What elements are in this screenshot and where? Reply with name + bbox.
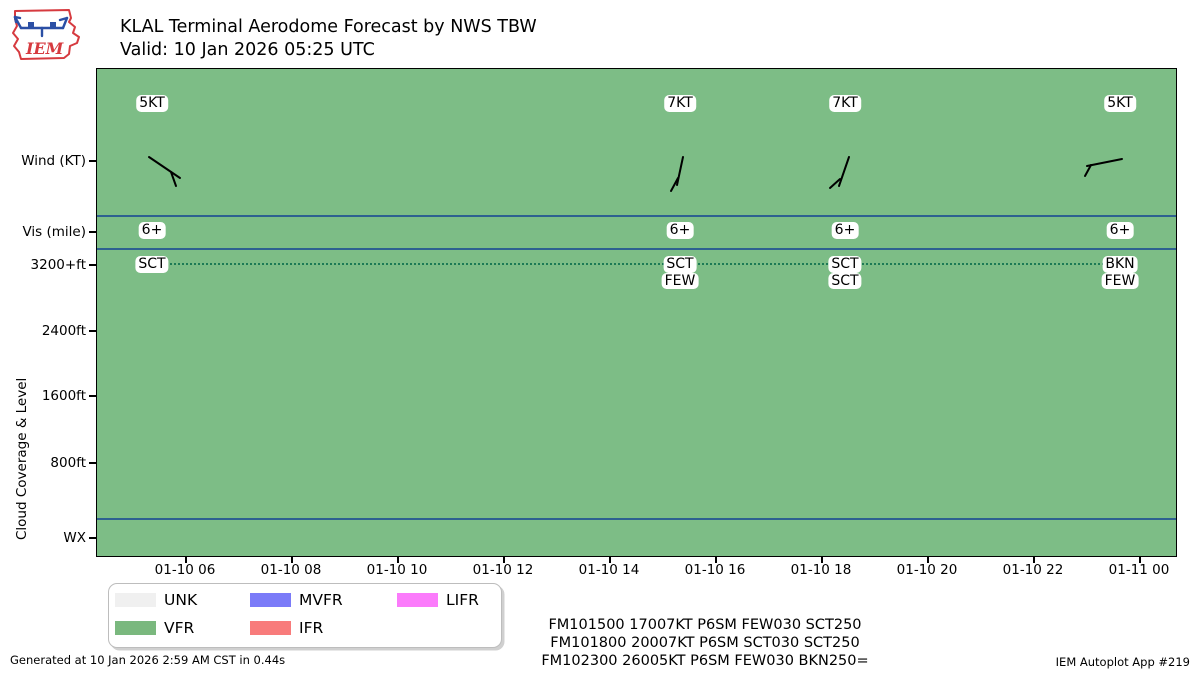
- x-tick-label: 01-11 00: [1108, 562, 1170, 578]
- y-tick: [89, 537, 96, 539]
- y-axis-label: WX: [63, 530, 86, 546]
- legend-label: MVFR: [299, 591, 343, 609]
- legend-label: IFR: [299, 619, 324, 637]
- x-tick: [927, 557, 929, 563]
- x-tick: [291, 557, 293, 563]
- x-tick: [503, 557, 505, 563]
- wind-speed-label: 5KT: [1104, 95, 1136, 112]
- y-tick: [89, 330, 96, 332]
- x-tick-label: 01-10 08: [260, 562, 322, 578]
- y-tick: [89, 395, 96, 397]
- x-tick-label: 01-10 14: [578, 562, 640, 578]
- vis-row-bottom-line: [97, 248, 1176, 250]
- legend-label: LIFR: [446, 591, 479, 609]
- iem-logo: IEM: [12, 9, 80, 60]
- y-axis-label: 1600ft: [41, 388, 86, 404]
- y-axis-label: Vis (mile): [22, 224, 86, 240]
- taf-line: FM101800 20007KT P6SM SCT030 SCT250: [550, 635, 860, 651]
- wind-speed-label: 7KT: [829, 95, 861, 112]
- x-tick-label: 01-10 12: [472, 562, 534, 578]
- legend-swatch-lifr: [397, 593, 438, 607]
- wx-row-line: [97, 518, 1176, 520]
- y-tick: [89, 462, 96, 464]
- y-axis-label: 2400ft: [41, 323, 86, 339]
- cloud-cover-label: BKN: [1102, 256, 1138, 273]
- x-tick: [1033, 557, 1035, 563]
- vis-row-top-line: [97, 215, 1176, 217]
- page-title: KLAL Terminal Aerodome Forecast by NWS T…: [120, 17, 537, 37]
- x-tick-label: 01-10 18: [790, 562, 852, 578]
- y-tick: [89, 160, 96, 162]
- legend-label: UNK: [164, 591, 198, 609]
- legend-item: IFR: [250, 619, 324, 637]
- x-tick-label: 01-10 22: [1002, 562, 1064, 578]
- legend-item: LIFR: [397, 591, 479, 609]
- cloud-cover-label: SCT: [663, 256, 697, 273]
- x-tick: [397, 557, 399, 563]
- flight-category-legend: UNK MVFR LIFR VFR IFR: [108, 583, 502, 648]
- cloud-cover-stack: SCT FEW: [661, 256, 699, 289]
- cloud-level-dotted-line: [147, 263, 1107, 265]
- iem-logo-text: IEM: [25, 39, 65, 58]
- cloud-cover-label: FEW: [1101, 272, 1139, 289]
- cloud-cover-label: FEW: [661, 272, 699, 289]
- legend-item: UNK: [115, 591, 198, 609]
- x-tick-label: 01-10 20: [896, 562, 958, 578]
- wind-speed-label: 7KT: [664, 95, 696, 112]
- y-axis-label: Wind (KT): [21, 153, 86, 169]
- x-tick: [1139, 557, 1141, 563]
- y-axis-label: 800ft: [50, 455, 86, 471]
- cloud-cover-label: SCT: [135, 256, 169, 273]
- legend-swatch-unk: [115, 593, 156, 607]
- x-tick-label: 01-10 10: [366, 562, 428, 578]
- visibility-label: 6+: [666, 222, 694, 239]
- taf-line: FM101500 17007KT P6SM FEW030 SCT250: [548, 617, 862, 633]
- cloud-cover-stack: SCT: [135, 256, 169, 273]
- plot-area: [96, 68, 1177, 557]
- y-axis-label: 3200+ft: [30, 257, 86, 273]
- legend-item: VFR: [115, 619, 195, 637]
- y-tick: [89, 264, 96, 266]
- legend-label: VFR: [164, 619, 195, 637]
- raw-taf-text: FM101500 17007KT P6SM FEW030 SCT250 FM10…: [498, 616, 912, 670]
- legend-swatch-vfr: [115, 621, 156, 635]
- cloud-cover-label: SCT: [828, 272, 862, 289]
- x-tick: [185, 557, 187, 563]
- x-tick-label: 01-10 06: [154, 562, 216, 578]
- legend-item: MVFR: [250, 591, 343, 609]
- footer-app-id: IEM Autoplot App #219: [1055, 655, 1190, 669]
- footer-generated: Generated at 10 Jan 2026 2:59 AM CST in …: [10, 653, 286, 667]
- y-axis-title: Cloud Coverage & Level: [14, 377, 30, 540]
- weather-vane-icon: [13, 15, 69, 38]
- legend-swatch-ifr: [250, 621, 291, 635]
- x-tick: [821, 557, 823, 563]
- x-tick: [609, 557, 611, 563]
- legend-swatch-mvfr: [250, 593, 291, 607]
- visibility-label: 6+: [1106, 222, 1134, 239]
- taf-line: FM102300 26005KT P6SM FEW030 BKN250=: [541, 653, 869, 669]
- cloud-cover-stack: SCT SCT: [828, 256, 862, 289]
- cloud-cover-label: SCT: [828, 256, 862, 273]
- valid-subtitle: Valid: 10 Jan 2026 05:25 UTC: [120, 40, 375, 60]
- x-tick: [715, 557, 717, 563]
- visibility-label: 6+: [138, 222, 166, 239]
- cloud-cover-stack: BKN FEW: [1101, 256, 1139, 289]
- y-tick: [89, 231, 96, 233]
- visibility-label: 6+: [831, 222, 859, 239]
- x-tick-label: 01-10 16: [684, 562, 746, 578]
- wind-speed-label: 5KT: [136, 95, 168, 112]
